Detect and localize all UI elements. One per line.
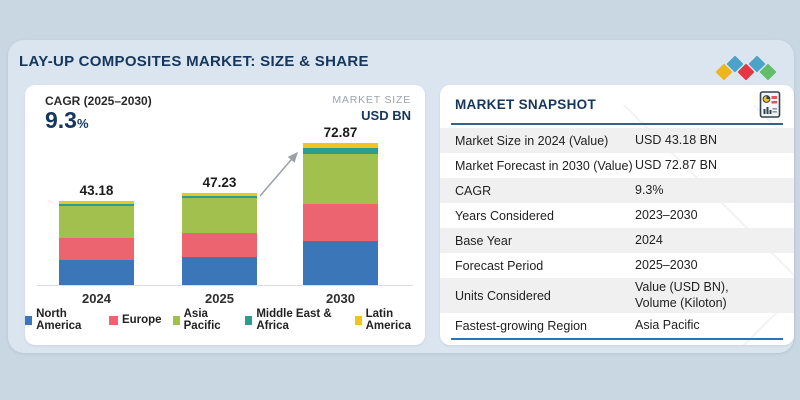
legend-item: Asia Pacific [172, 308, 235, 332]
bar-segment-latin-america [59, 200, 134, 204]
legend-item: Middle East & Africa [245, 308, 343, 332]
bar-total-label: 72.87 [323, 124, 358, 140]
row-value: Value (USD BN), Volume (Kiloton) [635, 279, 729, 310]
row-label: Market Size in 2024 (Value) [455, 133, 609, 148]
table-row: Market Forecast in 2030 (Value) USD 72.87… [440, 153, 794, 178]
row-value: 2023–2030 [635, 207, 698, 222]
bar-segment-latin-america [303, 142, 378, 148]
snapshot-divider [451, 123, 783, 125]
row-value: USD 43.18 BN [635, 132, 717, 147]
bar-segment-middle-east-africa [182, 195, 257, 199]
legend-label: Latin America [365, 308, 412, 332]
chart-panel: CAGR (2025–2030) 9.3% MARKET SIZE USD BN… [25, 85, 425, 345]
report-icon [759, 91, 781, 118]
legend-swatch-icon [25, 315, 33, 325]
bar-segment-latin-america [182, 192, 257, 196]
legend-swatch-icon [354, 315, 362, 325]
bar-segment-north-america [59, 259, 134, 285]
x-axis-tick-label: 2024 [82, 291, 111, 306]
market-size-block: MARKET SIZE USD BN [332, 94, 411, 123]
table-row: Fastest-growing Region Asia Pacific [440, 313, 794, 338]
row-value: 2025–2030 [635, 257, 698, 272]
bar-segment-north-america [303, 240, 378, 285]
row-label: Forecast Period [455, 258, 544, 273]
row-value: 9.3% [635, 182, 664, 197]
row-value: 2024 [635, 232, 663, 247]
bar-segment-europe [182, 232, 257, 257]
stacked-bar-chart: North America Europe Asia Pacific Middle Ea… [25, 85, 425, 345]
bar-total-label: 47.23 [202, 174, 237, 190]
stacked-bar-2024 [59, 200, 134, 285]
legend-item: Europe [108, 314, 162, 326]
infographic-card: LAY-UP COMPOSITES MARKET: SIZE & SHARE C… [8, 40, 794, 353]
legend-label: Asia Pacific [183, 308, 221, 332]
table-row: Years Considered 2023–2030 [440, 203, 794, 228]
row-label: Base Year [455, 233, 512, 248]
stacked-bar-2025 [182, 192, 257, 285]
row-value: USD 72.87 BN [635, 157, 717, 172]
bar-segment-north-america [182, 256, 257, 285]
legend-label: Europe [121, 314, 162, 326]
table-row: Base Year 2024 [440, 228, 794, 253]
x-axis-tick-label: 2025 [205, 291, 234, 306]
legend-swatch-icon [245, 315, 253, 325]
legend-item: Latin America [354, 308, 425, 332]
table-row: Market Size in 2024 (Value) USD 43.18 BN [440, 128, 794, 153]
market-size-unit: USD BN [361, 108, 411, 123]
row-label: CAGR [455, 183, 492, 198]
legend-swatch-icon [108, 315, 118, 325]
x-axis-line [37, 285, 413, 286]
stacked-bar-2030 [303, 142, 378, 285]
cagr-unit: % [76, 116, 89, 131]
table-row: CAGR 9.3% [440, 178, 794, 203]
table-row: Units Considered Value (USD BN), Volume (… [440, 278, 794, 313]
bar-segment-europe [59, 238, 134, 260]
bar-total-label: 43.18 [79, 182, 114, 198]
cagr-value: 9.3% [45, 107, 89, 133]
market-snapshot-panel: MARKET SNAPSHOT Market Size in 2024 (Val… [440, 85, 794, 345]
row-value: Asia Pacific [635, 317, 700, 332]
legend-item: North America [25, 308, 98, 332]
row-label: Market Forecast in 2030 (Value) [455, 158, 633, 173]
bar-segment-europe [303, 204, 378, 241]
bar-segment-asia-pacific [182, 198, 257, 233]
x-axis-tick-label: 2030 [326, 291, 355, 306]
cagr-block: CAGR (2025–2030) 9.3% [45, 94, 152, 132]
bar-segment-middle-east-africa [59, 203, 134, 207]
legend-label: North America [36, 308, 82, 332]
cagr-label: CAGR (2025–2030) [45, 94, 152, 108]
row-label: Years Considered [455, 208, 554, 223]
snapshot-table: Market Size in 2024 (Value) USD 43.18 BN M… [440, 128, 794, 338]
page-title: LAY-UP COMPOSITES MARKET: SIZE & SHARE [19, 53, 369, 70]
chart-legend: North America Europe Asia Pacific Middle Ea… [25, 308, 425, 332]
snapshot-title: MARKET SNAPSHOT [455, 97, 597, 112]
table-row: Forecast Period 2025–2030 [440, 253, 794, 278]
row-label: Fastest-growing Region [455, 318, 588, 333]
bar-segment-asia-pacific [59, 206, 134, 239]
bar-segment-asia-pacific [303, 153, 378, 205]
market-size-label: MARKET SIZE [332, 94, 411, 106]
bar-segment-middle-east-africa [303, 147, 378, 154]
legend-label: Middle East & Africa [256, 308, 332, 332]
snapshot-bottom-border [451, 338, 783, 340]
brand-logo-icon [715, 48, 780, 90]
legend-swatch-icon [172, 315, 180, 325]
row-label: Units Considered [455, 288, 551, 303]
